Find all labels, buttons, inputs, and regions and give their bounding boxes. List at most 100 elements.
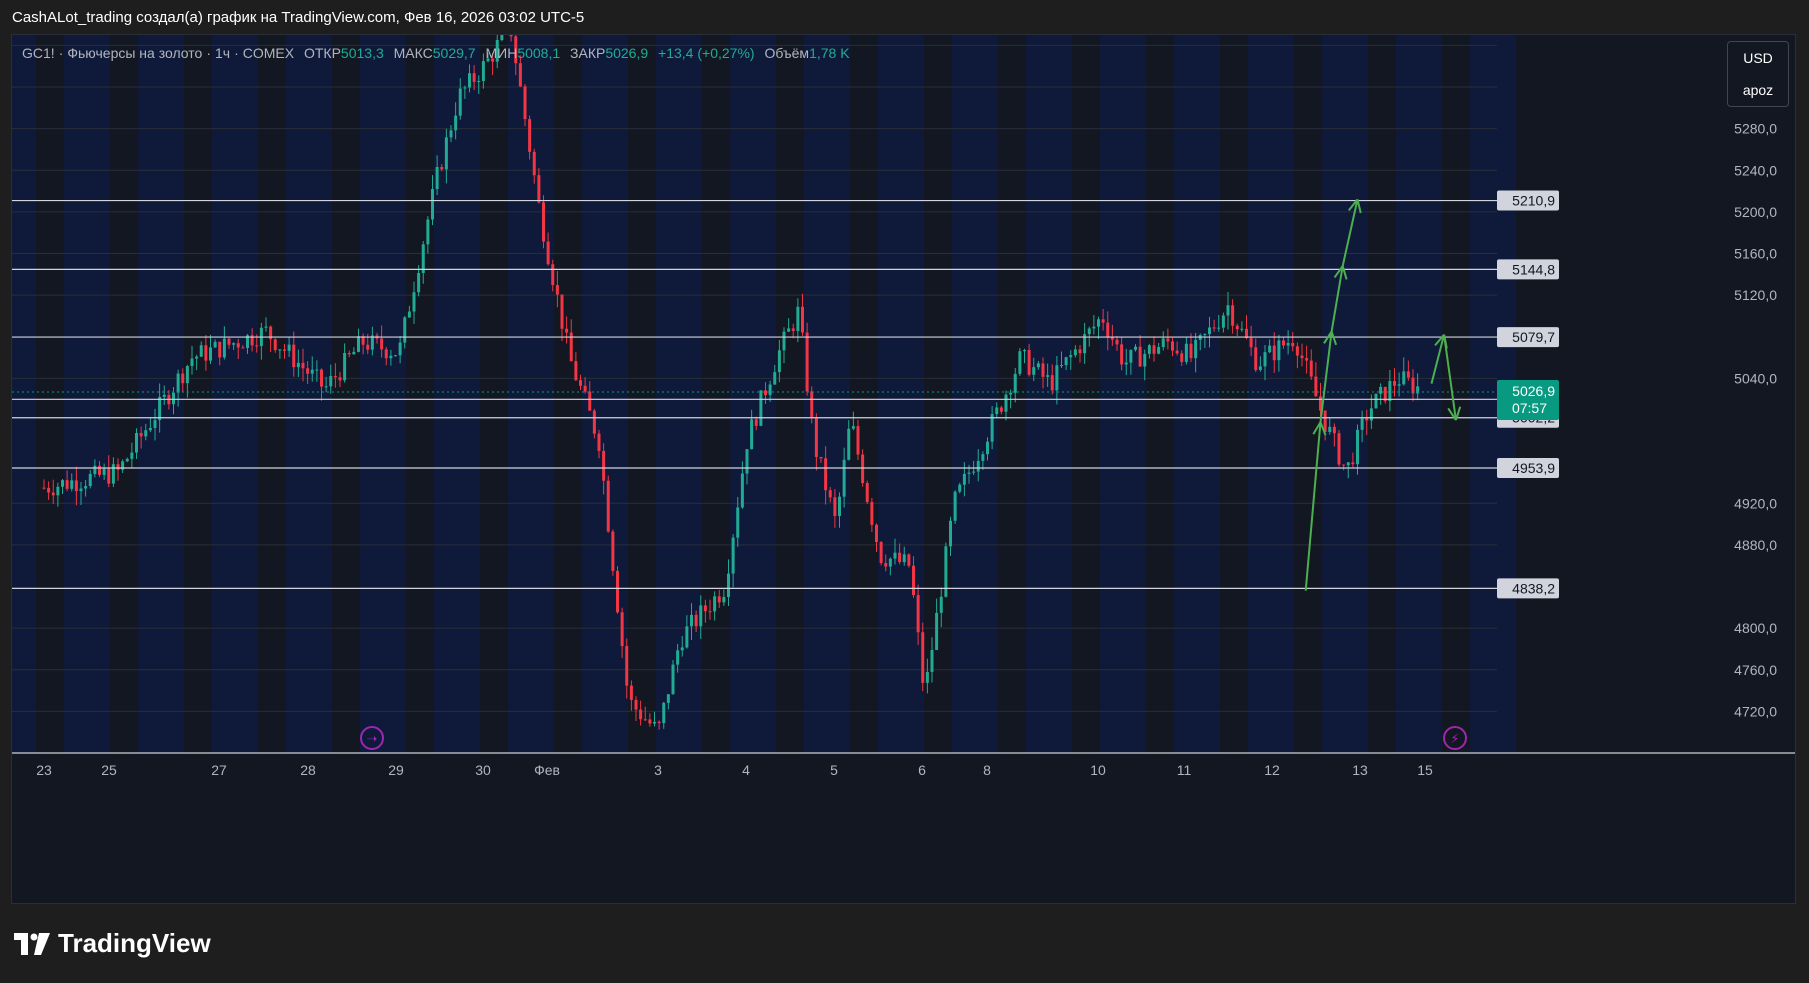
dividend-icon-glyph: ➝ — [367, 732, 378, 747]
arrow-head — [1454, 406, 1462, 421]
current-price-label: 5026,9 — [1512, 383, 1555, 399]
candle-body — [967, 472, 971, 474]
chart-panel[interactable]: 5360,05320,05280,05240,05200,05160,05120… — [11, 34, 1796, 904]
candle-body — [1263, 352, 1267, 367]
candle-body — [602, 450, 606, 481]
price-tick-label: 4880,0 — [1734, 537, 1777, 553]
arrow-segment — [1330, 265, 1344, 332]
candle-body — [1406, 371, 1410, 378]
currency-unit-selector[interactable]: USD apoz — [1727, 41, 1789, 107]
candle-body — [320, 369, 323, 387]
candle-body — [1194, 339, 1198, 359]
session-band — [1248, 35, 1294, 753]
candle-body — [745, 449, 749, 474]
candle-body — [1291, 343, 1295, 347]
candle-body — [236, 343, 240, 348]
price-tick-label: 5240,0 — [1734, 162, 1777, 178]
candle-body — [121, 461, 125, 470]
arrow-head — [1312, 421, 1322, 435]
candle-body — [1166, 338, 1170, 342]
price-tick-label: 5120,0 — [1734, 287, 1777, 303]
price-tick-label: 5200,0 — [1734, 204, 1777, 220]
candle-body — [847, 428, 851, 460]
candlestick-chart[interactable]: 5360,05320,05280,05240,05200,05160,05120… — [12, 35, 1796, 904]
time-tick-label: 28 — [300, 762, 316, 778]
countdown-label: 07:57 — [1512, 400, 1547, 416]
candle-body — [865, 483, 869, 503]
candle-body — [1402, 371, 1406, 385]
unit-label[interactable]: apoz — [1742, 82, 1774, 98]
candle-body — [172, 392, 175, 405]
level-price-label: 5144,8 — [1512, 261, 1555, 277]
candle-body — [273, 339, 277, 351]
candle-body — [343, 352, 347, 381]
time-tick-label: 23 — [36, 762, 52, 778]
currency-label[interactable]: USD — [1743, 50, 1773, 66]
candle-body — [791, 328, 795, 331]
candle-body — [185, 366, 189, 384]
candle-body — [972, 471, 976, 473]
arrow-segment — [1341, 199, 1359, 267]
candle-body — [888, 558, 892, 567]
session-band — [656, 35, 702, 753]
candle-body — [287, 344, 291, 351]
candle-body — [1411, 377, 1415, 394]
chart-icons: ➝ ⚡ — [360, 726, 1467, 750]
session-bands — [12, 35, 1516, 753]
time-axis: 23 25 27 28 29 30 Фев 3 4 5 6 8 10 11 12 13 15 — [12, 752, 1795, 778]
time-tick-label: 3 — [654, 762, 662, 778]
candle-body — [278, 349, 282, 351]
candle-body — [1300, 355, 1304, 359]
legend-open-value: 5013,3 — [340, 45, 384, 61]
candle-body — [1249, 338, 1253, 348]
candle-body — [361, 336, 365, 345]
candle-body — [1323, 410, 1327, 432]
candle-body — [1134, 346, 1137, 350]
lightning-icon-ring — [1443, 726, 1467, 750]
candle-body — [333, 376, 337, 378]
candle-body — [1018, 351, 1022, 374]
legend-low-label: МИН — [485, 45, 518, 61]
candle-body — [158, 396, 162, 421]
candle-body — [1365, 418, 1369, 421]
candle-body — [518, 63, 522, 87]
candle-body — [879, 542, 883, 564]
candle-body — [1383, 386, 1387, 402]
candle-body — [1041, 363, 1045, 377]
time-tick-label: Фев — [534, 762, 560, 778]
candle-body — [1073, 349, 1077, 356]
candle-body — [1351, 462, 1355, 465]
candle-body — [1268, 345, 1272, 353]
candle-body — [444, 137, 448, 170]
candle-body — [162, 394, 166, 397]
candle-body — [1180, 353, 1184, 362]
candle-body — [218, 341, 222, 358]
candle-body — [699, 605, 703, 627]
candle-body — [727, 573, 730, 597]
candle-body — [722, 596, 726, 603]
candle-body — [870, 502, 874, 525]
candle-body — [694, 614, 698, 627]
candle-body — [1009, 392, 1013, 395]
session-band — [508, 35, 554, 753]
candle-body — [1208, 327, 1211, 335]
candle-body — [542, 202, 545, 242]
candle-body — [440, 167, 444, 170]
candle-body — [449, 130, 453, 138]
session-band — [878, 35, 924, 753]
candle-body — [306, 368, 310, 374]
candle-body — [666, 694, 670, 703]
candle-body — [1027, 350, 1031, 375]
session-band — [1100, 35, 1146, 753]
candle-body — [861, 454, 865, 484]
candle-body — [42, 487, 46, 489]
candle-body — [1286, 343, 1290, 346]
candle-body — [851, 426, 855, 429]
legend-symbol[interactable]: GC1! — [22, 45, 55, 61]
symbol-legend[interactable]: GC1! · Фьючерсы на золото · 1ч · COMEX ОТКР501… — [22, 45, 850, 61]
candle-body — [310, 369, 314, 374]
price-tick-label: 4920,0 — [1734, 495, 1777, 511]
session-band — [434, 35, 480, 753]
legend-high-label: МАКС — [393, 45, 433, 61]
candle-body — [1282, 340, 1285, 346]
